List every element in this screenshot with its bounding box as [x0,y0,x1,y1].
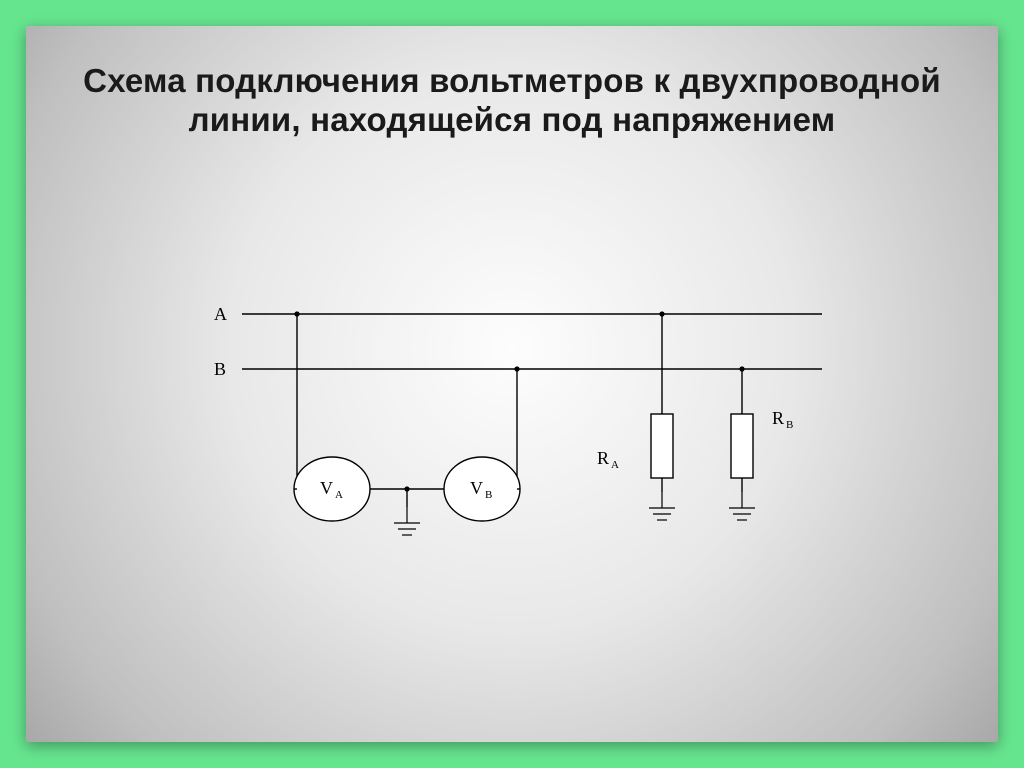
label-line-b: B [214,359,226,379]
label-ra: RA [597,448,619,471]
label-line-a: A [214,304,227,324]
schematic-svg: ABVAVBRARB [202,264,842,624]
resistor-a [651,414,673,478]
slide-title: Схема подключения вольтметров к двухпров… [26,62,998,140]
label-rb: RB [772,408,793,431]
slide-outer: Схема подключения вольтметров к двухпров… [0,0,1024,768]
slide-card: Схема подключения вольтметров к двухпров… [26,26,998,742]
resistor-b [731,414,753,478]
